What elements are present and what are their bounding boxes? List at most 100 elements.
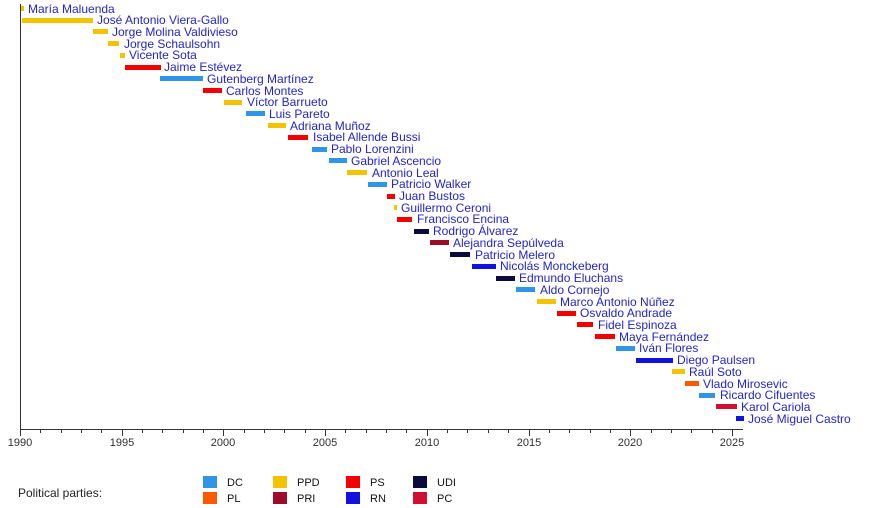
timeline-bar bbox=[387, 194, 395, 199]
person-label: Alejandra Sepúlveda bbox=[453, 236, 564, 250]
x-axis-minor-tick bbox=[590, 429, 591, 433]
x-axis-minor-tick bbox=[284, 429, 285, 433]
x-axis-minor-tick bbox=[345, 429, 346, 433]
person-label: Jorge Schaulsohn bbox=[124, 37, 221, 51]
x-axis-minor-tick bbox=[183, 429, 184, 433]
timeline-bar bbox=[595, 334, 615, 339]
x-axis-major-tick bbox=[630, 429, 631, 436]
x-axis-minor-tick bbox=[203, 429, 204, 433]
x-axis-minor-tick bbox=[549, 429, 550, 433]
timeline-bar bbox=[288, 135, 308, 140]
timeline-bar bbox=[203, 88, 222, 93]
x-axis-tick-label: 2010 bbox=[414, 437, 440, 449]
legend-swatch-dc bbox=[203, 476, 217, 488]
x-axis-major-tick bbox=[122, 429, 123, 436]
timeline-bar bbox=[557, 311, 576, 316]
legend-swatch-ppd bbox=[273, 476, 287, 488]
person-label: Karol Cariola bbox=[741, 400, 811, 414]
person-label: Gutenberg Martínez bbox=[207, 72, 314, 86]
timeline-bar bbox=[329, 158, 347, 163]
x-axis-minor-tick bbox=[386, 429, 387, 433]
x-axis-minor-tick bbox=[264, 429, 265, 433]
timeline-bar bbox=[368, 182, 387, 187]
timeline-bar bbox=[22, 18, 93, 23]
x-axis-minor-tick bbox=[244, 429, 245, 433]
legend-swatch-rn bbox=[346, 492, 360, 504]
person-label: Jorge Molina Valdivieso bbox=[112, 25, 238, 39]
legend-swatch-udi bbox=[413, 476, 427, 488]
legend-label-pc: PC bbox=[437, 493, 453, 505]
x-axis-minor-tick bbox=[162, 429, 163, 433]
timeline-bar bbox=[636, 358, 673, 363]
x-axis-tick-label: 2025 bbox=[719, 437, 745, 449]
timeline-bar bbox=[93, 29, 108, 34]
timeline-bar bbox=[224, 100, 242, 105]
timeline-bar bbox=[577, 322, 593, 327]
timeline-bar bbox=[685, 381, 699, 386]
person-label: Juan Bustos bbox=[399, 189, 466, 203]
legend-label-udi: UDI bbox=[437, 477, 456, 489]
timeline-bar bbox=[516, 287, 535, 292]
person-label: José Miguel Castro bbox=[748, 412, 851, 426]
timeline-bar bbox=[472, 264, 496, 269]
legend-label-rn: RN bbox=[370, 493, 386, 505]
person-label: Maya Fernández bbox=[619, 330, 710, 344]
person-label: Osvaldo Andrade bbox=[580, 306, 673, 320]
x-axis-major-tick bbox=[223, 429, 224, 436]
person-label: Carlos Montes bbox=[226, 84, 304, 98]
legend-label-dc: DC bbox=[227, 477, 243, 489]
person-label: Guillermo Ceroni bbox=[401, 201, 492, 215]
timeline-bar bbox=[430, 240, 449, 245]
person-label: Fidel Espinoza bbox=[598, 318, 677, 332]
timeline-bar bbox=[616, 346, 635, 351]
timeline-bar bbox=[21, 6, 24, 11]
person-label: Jaime Estévez bbox=[164, 60, 243, 74]
x-axis-major-tick bbox=[325, 429, 326, 436]
legend-swatch-pri bbox=[273, 492, 287, 504]
x-axis-minor-tick bbox=[712, 429, 713, 433]
timeline-bar bbox=[312, 147, 327, 152]
person-label: Patricio Melero bbox=[475, 248, 556, 262]
legend-label-ppd: PPD bbox=[297, 477, 320, 489]
legend-swatch-pc bbox=[413, 492, 427, 504]
timeline-bar bbox=[716, 404, 737, 409]
x-axis-minor-tick bbox=[508, 429, 509, 433]
x-axis-tick-label: 2020 bbox=[617, 437, 643, 449]
timeline-bar bbox=[672, 369, 685, 374]
person-label: Ricardo Cifuentes bbox=[720, 388, 816, 402]
person-label: Edmundo Eluchans bbox=[519, 271, 624, 285]
x-axis-minor-tick bbox=[366, 429, 367, 433]
x-axis-minor-tick bbox=[61, 429, 62, 433]
person-label: Víctor Barrueto bbox=[247, 95, 328, 109]
timeline-bar bbox=[537, 299, 556, 304]
x-axis-tick-label: 2000 bbox=[210, 437, 236, 449]
x-axis-minor-tick bbox=[691, 429, 692, 433]
x-axis-major-tick bbox=[20, 429, 21, 436]
x-axis-tick-label: 1995 bbox=[109, 437, 135, 449]
x-axis-minor-tick bbox=[569, 429, 570, 433]
x-axis-minor-tick bbox=[651, 429, 652, 433]
legend-label-ps: PS bbox=[370, 477, 385, 489]
legend-swatch-ps bbox=[346, 476, 360, 488]
x-axis-major-tick bbox=[529, 429, 530, 436]
legend-swatch-pl bbox=[203, 492, 217, 504]
person-label: Iván Flores bbox=[639, 341, 699, 355]
x-axis-tick-label: 1990 bbox=[7, 437, 33, 449]
timeline-bar bbox=[108, 41, 119, 46]
person-label: Rodrigo Álvarez bbox=[433, 224, 519, 238]
person-label: Adriana Muñoz bbox=[290, 119, 371, 133]
person-label: Isabel Allende Bussi bbox=[313, 130, 421, 144]
x-axis-minor-tick bbox=[142, 429, 143, 433]
person-label: Antonio Leal bbox=[372, 166, 439, 180]
x-axis-minor-tick bbox=[101, 429, 102, 433]
x-axis-tick-label: 2015 bbox=[516, 437, 542, 449]
timeline-bar bbox=[120, 53, 125, 58]
x-axis-major-tick bbox=[427, 429, 428, 436]
person-label: Vicente Sota bbox=[129, 48, 197, 62]
timeline-bar bbox=[394, 205, 397, 210]
x-axis-minor-tick bbox=[447, 429, 448, 433]
timeline-bar bbox=[414, 229, 429, 234]
x-axis-minor-tick bbox=[467, 429, 468, 433]
person-label: José Antonio Viera-Gallo bbox=[97, 13, 229, 27]
